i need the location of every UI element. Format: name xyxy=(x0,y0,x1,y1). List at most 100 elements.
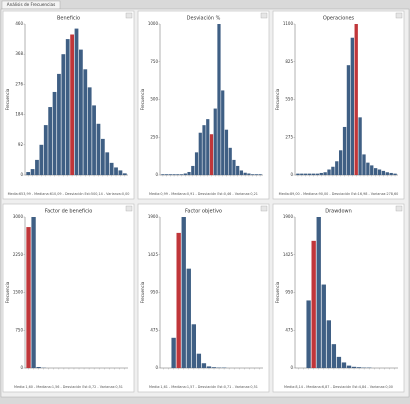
footer-stats: Media:89,00 - Mediana:90,00 - Desviación… xyxy=(279,192,399,196)
bar xyxy=(339,150,342,175)
bar xyxy=(75,29,79,175)
bar xyxy=(182,217,186,368)
tab-label[interactable]: Análisis de Frecuencias xyxy=(7,2,56,7)
bar xyxy=(323,172,326,175)
bar xyxy=(202,363,206,368)
expand-button[interactable] xyxy=(396,13,402,18)
bar xyxy=(101,139,105,175)
y-tick-label: 1500 xyxy=(13,290,24,295)
chart-title: Operaciones xyxy=(323,16,355,22)
bar xyxy=(180,174,183,175)
y-tick-label: 475 xyxy=(150,327,158,332)
bar xyxy=(308,174,311,175)
bar xyxy=(202,125,205,175)
y-tick-label: 1425 xyxy=(148,252,159,257)
bar xyxy=(331,167,334,175)
bar xyxy=(304,174,307,175)
y-tick-label: 92 xyxy=(18,142,24,147)
bar xyxy=(296,174,299,175)
bar xyxy=(48,107,52,175)
bar xyxy=(176,174,179,175)
bar xyxy=(79,50,83,175)
y-axis-label: Frecuencia xyxy=(140,281,145,303)
bar xyxy=(393,174,396,175)
bar xyxy=(184,173,187,175)
bar xyxy=(327,320,331,368)
bar xyxy=(191,166,194,175)
bar xyxy=(337,357,341,368)
bar xyxy=(320,173,323,175)
bar xyxy=(342,362,346,368)
bar xyxy=(312,174,315,175)
bar xyxy=(351,38,354,175)
y-tick-label: 550 xyxy=(285,97,293,102)
bar xyxy=(206,119,209,175)
bar xyxy=(370,165,373,175)
chart-title: Drawdown xyxy=(325,209,352,215)
bar xyxy=(177,233,181,368)
bar xyxy=(169,174,172,175)
bar xyxy=(232,160,235,175)
expand-button[interactable] xyxy=(261,206,267,211)
y-axis-label: Frecuencia xyxy=(5,88,10,110)
bar xyxy=(332,344,336,368)
bar xyxy=(386,172,389,175)
footer-stats: Media:0,99 - Mediana:0,91 - Desviación E… xyxy=(149,192,258,196)
y-axis-label: Frecuencia xyxy=(275,281,280,303)
bar xyxy=(57,74,61,175)
bar xyxy=(343,127,346,175)
bar xyxy=(165,174,168,175)
panel xyxy=(273,11,404,199)
y-tick-label: 276 xyxy=(15,81,23,86)
bar xyxy=(300,174,303,175)
chart-title: Beneficio xyxy=(57,16,80,22)
expand-button[interactable] xyxy=(126,13,132,18)
y-tick-label: 1900 xyxy=(283,214,294,219)
y-tick-label: 825 xyxy=(285,59,293,64)
bar xyxy=(347,366,351,368)
y-tick-label: 1425 xyxy=(283,252,294,257)
bar xyxy=(119,170,123,175)
bar xyxy=(199,133,202,175)
expand-button[interactable] xyxy=(396,206,402,211)
y-tick-label: 250 xyxy=(150,134,158,139)
bar xyxy=(66,39,70,175)
y-tick-label: 950 xyxy=(285,290,293,295)
expand-button[interactable] xyxy=(126,206,132,211)
expand-button[interactable] xyxy=(261,13,267,18)
bar xyxy=(187,172,190,175)
bar xyxy=(382,171,385,175)
bar xyxy=(207,366,211,368)
bar xyxy=(53,92,57,175)
bar xyxy=(255,174,258,175)
bar xyxy=(225,130,228,175)
bar xyxy=(358,117,361,175)
bar xyxy=(390,173,393,175)
bar xyxy=(236,166,239,175)
y-tick-label: 3000 xyxy=(13,214,24,219)
bar xyxy=(212,367,216,368)
y-tick-label: 1000 xyxy=(148,21,159,26)
bar xyxy=(210,134,213,175)
chart-title: Desviación % xyxy=(187,15,221,22)
y-tick-label: 460 xyxy=(15,21,23,26)
bar xyxy=(61,54,65,175)
bar xyxy=(172,174,175,175)
y-axis-label: Frecuencia xyxy=(275,88,280,110)
bar xyxy=(192,324,196,368)
bar xyxy=(378,170,381,175)
bar xyxy=(352,367,356,368)
y-axis-label: Frecuencia xyxy=(5,281,10,303)
bar xyxy=(110,163,114,175)
bar xyxy=(195,152,198,175)
bar xyxy=(92,105,96,175)
bar xyxy=(44,125,48,175)
y-tick-label: 2250 xyxy=(13,252,24,257)
y-tick-label: 1900 xyxy=(148,214,159,219)
y-axis-label: Frecuencia xyxy=(140,88,145,110)
bar xyxy=(244,173,247,175)
bar xyxy=(240,170,243,175)
y-tick-label: 275 xyxy=(285,134,293,139)
bar xyxy=(306,300,310,368)
